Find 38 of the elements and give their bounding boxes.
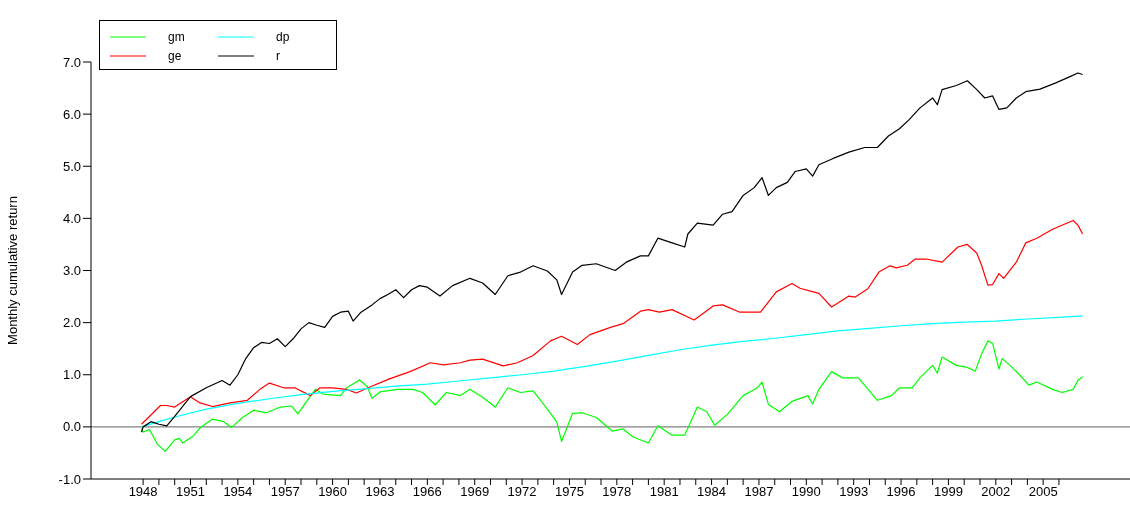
line-series	[140, 219, 1084, 425]
y-tick-label: 5.0	[62, 158, 81, 174]
x-tick-label: 1963	[365, 484, 395, 500]
x-tick-label: 1969	[460, 484, 490, 500]
x-tick-label: 1984	[697, 484, 727, 500]
x-tick-label: 1990	[791, 484, 821, 500]
x-tick-label: 1954	[223, 484, 253, 500]
line-series	[140, 340, 1084, 452]
y-tick-label: 6.0	[62, 106, 81, 122]
x-tick-label: 1948	[128, 484, 158, 500]
line-series	[140, 72, 1084, 433]
y-tick-label: 1.0	[62, 367, 81, 383]
y-tick-label: 4.0	[62, 210, 81, 226]
x-tick-label: 1978	[602, 484, 632, 500]
legend-label: r	[276, 48, 281, 63]
y-tick-label: 7.0	[62, 54, 81, 70]
x-tick-label: 1981	[649, 484, 679, 500]
x-tick-label: 1966	[412, 484, 442, 500]
y-tick-label: 2.0	[62, 315, 81, 331]
legend-label: dp	[276, 29, 291, 44]
x-tick-label: 1960	[318, 484, 348, 500]
x-tick-label: 2005	[1028, 484, 1058, 500]
y-tick-label: 3.0	[62, 263, 81, 279]
legend-label: gm	[168, 29, 186, 44]
x-tick-label: 1999	[933, 484, 963, 500]
x-tick-label: 2002	[981, 484, 1011, 500]
x-tick-label: 1951	[176, 484, 205, 500]
x-tick-label: 1996	[886, 484, 916, 500]
y-tick-label: -1.0	[58, 471, 81, 487]
legend-label: ge	[168, 48, 183, 63]
x-tick-label: 1972	[507, 484, 537, 500]
x-tick-label: 1987	[744, 484, 774, 500]
x-tick-label: 1993	[839, 484, 869, 500]
y-axis-title: Monthly cumulative return	[4, 196, 20, 345]
x-tick-label: 1975	[554, 484, 584, 500]
y-tick-label: 0.0	[62, 419, 81, 435]
line-series	[140, 315, 1084, 428]
x-tick-label: 1957	[270, 484, 300, 500]
